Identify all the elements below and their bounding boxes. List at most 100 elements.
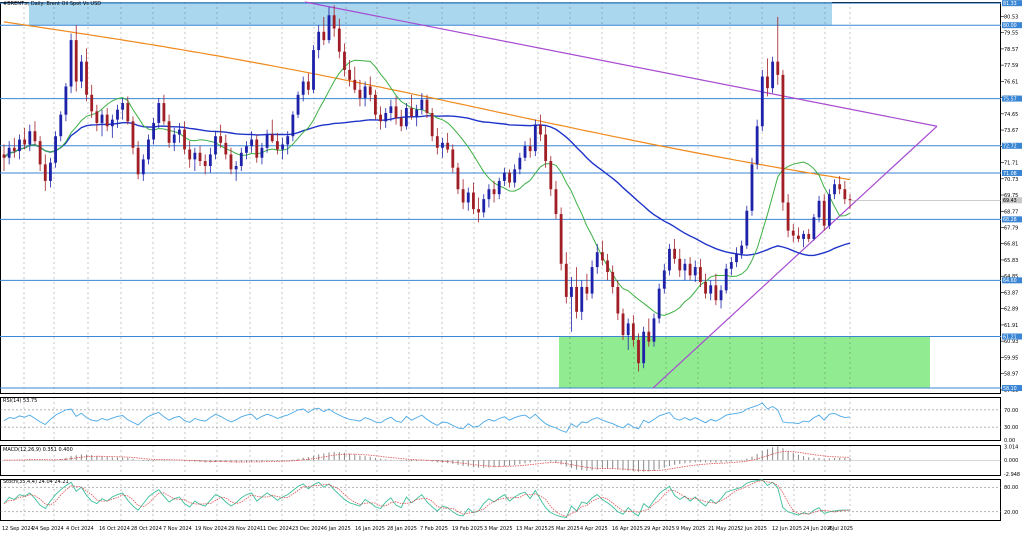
candle-body [208, 154, 212, 167]
x-tick-label: 6 Jan 2025 [324, 526, 351, 532]
candle-body [2, 154, 6, 158]
candle-body [817, 200, 821, 218]
level-price-label: 75.57 [1003, 96, 1017, 102]
candle-body [827, 194, 831, 226]
candle-body [611, 272, 615, 287]
candle-body [590, 267, 594, 294]
candle-body [657, 288, 661, 319]
candle-body [394, 106, 398, 118]
candle-body [621, 313, 625, 336]
x-tick-label: 11 Dec 2024 [260, 526, 292, 532]
candle-body [54, 136, 57, 163]
x-tick-label: 21 May 2025 [708, 526, 741, 532]
candle-body [353, 79, 357, 90]
candle-body [43, 164, 47, 181]
candle-body [838, 184, 842, 190]
candle-body [461, 189, 465, 203]
candle-body [647, 331, 651, 342]
candle-body [544, 134, 548, 162]
candle-body [678, 258, 682, 271]
candle-body [141, 159, 145, 175]
macd-pane [0, 445, 1001, 476]
candle-body [451, 149, 455, 168]
candle-body [698, 267, 702, 282]
candle-body [735, 253, 738, 263]
candle-body [270, 134, 274, 142]
y-tick-label: 65.83 [1004, 258, 1018, 264]
level-price-box [1002, 95, 1022, 102]
candle-body [193, 152, 197, 160]
candle-body [482, 199, 486, 213]
x-tick-label: 16 Jan 2025 [355, 526, 385, 532]
candle-body [729, 262, 733, 269]
y-tick-label: 78.57 [1004, 47, 1018, 53]
candle-body [745, 210, 749, 246]
candle-body [714, 285, 718, 301]
x-tick-label: 28 Oct 2024 [131, 526, 162, 532]
candle-body [456, 167, 460, 190]
macd-label: MACD(12,26,9) 0.351 0.400 [3, 447, 73, 453]
candle-body [172, 134, 176, 143]
y-tick-label: 69.75 [1004, 193, 1018, 199]
level-price-label: 81.33 [1003, 1, 1017, 7]
candle-body [822, 200, 826, 226]
candle-body [487, 189, 491, 200]
x-tick-label: 29 Nov 2024 [228, 526, 260, 532]
descending-trendline [304, 1, 938, 127]
candle-body [533, 124, 537, 152]
candle-body [843, 189, 847, 200]
x-tick-label: 24 Jun 2025 [803, 526, 833, 532]
y-tick-label: 60.93 [1004, 339, 1018, 345]
candle-body [637, 339, 640, 364]
candle-body [275, 141, 279, 150]
candle-body [518, 157, 522, 170]
candle-body [688, 263, 692, 276]
candle-body [420, 99, 424, 110]
y-tick-label: 80.53 [1004, 14, 1018, 20]
y-tick-label: 73.67 [1004, 128, 1018, 134]
candle-body [85, 61, 88, 95]
macd-signal-line [4, 451, 851, 471]
candle-body [147, 139, 150, 160]
candle-body [7, 147, 11, 158]
candle-body [167, 121, 171, 143]
chart-title: #BRENT.s, Daily: Brent Oil Spot Vs USD [3, 1, 102, 7]
y-tick-label: 70.73 [1004, 177, 1018, 183]
candle-body [848, 199, 852, 201]
x-tick-label: 3 Mar 2025 [484, 526, 513, 532]
candle-body [441, 142, 444, 148]
level-price-label: 68.28 [1003, 217, 1017, 223]
macd-tick-label: 3.014 [1004, 444, 1018, 450]
y-tick-label: 71.71 [1004, 161, 1018, 167]
candle-body [797, 235, 800, 239]
candle-body [312, 50, 315, 90]
y-tick-label: 68.77 [1004, 209, 1018, 215]
candle-body [528, 146, 532, 152]
rsi-pane [0, 397, 1001, 441]
candle-body [616, 286, 620, 314]
candle-body [105, 114, 109, 127]
candle-body [188, 149, 192, 160]
candle-body [49, 162, 52, 181]
macd-tick-label: 0.000 [1004, 458, 1018, 464]
candle-body [430, 113, 434, 137]
candle-body [177, 129, 181, 135]
stoch-tick-label: 80.00 [1004, 485, 1018, 491]
x-tick-label: 16 Oct 2024 [99, 526, 130, 532]
level-price-label: 80.00 [1003, 23, 1017, 29]
candle-body [255, 139, 259, 158]
candle-body [121, 103, 125, 110]
candle-body [348, 69, 352, 80]
candle-body [724, 268, 728, 291]
candle-body [760, 76, 764, 127]
x-tick-label: 2 Jun 2025 [740, 526, 767, 532]
candle-body [203, 161, 207, 167]
candle-body [606, 260, 609, 273]
candle-body [740, 245, 744, 254]
candle-body [750, 164, 754, 211]
rsi-tick-label: 70.00 [1004, 408, 1018, 414]
candle-body [183, 129, 186, 150]
current-price-label: 69.43 [1003, 198, 1017, 204]
y-tick-label: 74.65 [1004, 112, 1018, 118]
